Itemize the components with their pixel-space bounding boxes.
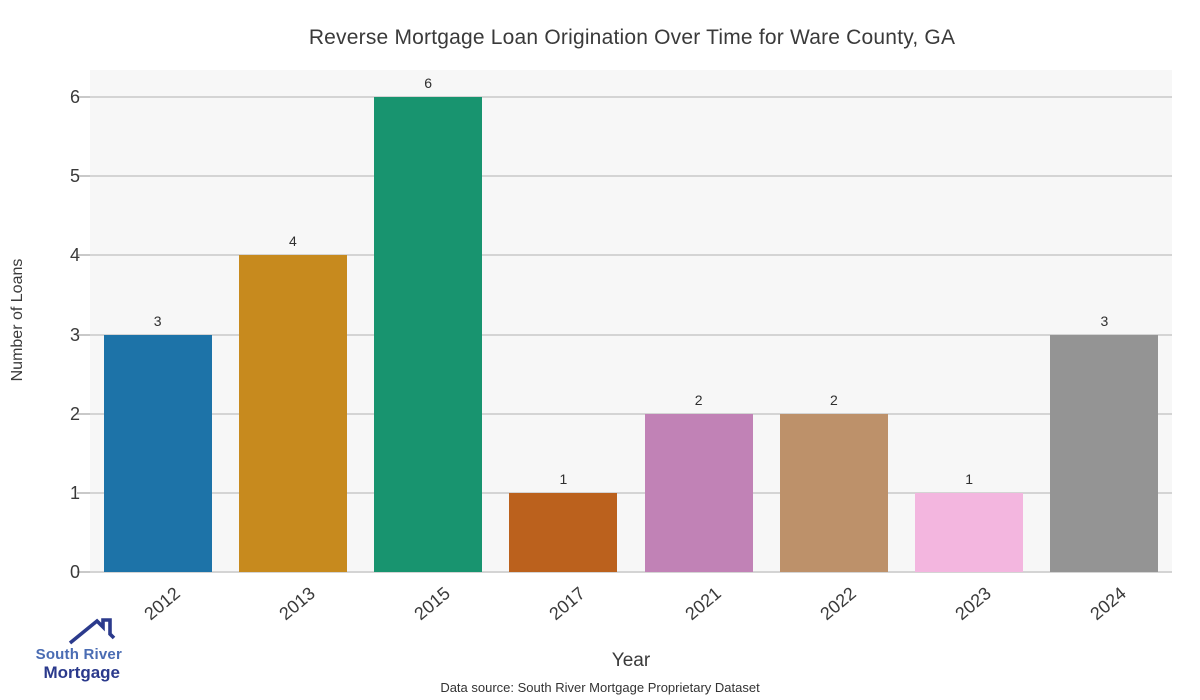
gridline-y2 xyxy=(90,412,1172,415)
gridline-y6 xyxy=(90,96,1172,99)
bar-group-2024: 3 xyxy=(1037,70,1172,572)
bar-2013 xyxy=(238,255,347,572)
bar-2012 xyxy=(103,334,212,572)
data-source-note: Data source: South River Mortgage Propri… xyxy=(440,680,760,695)
y-tickmark-5 xyxy=(77,175,90,178)
gridline-y0 xyxy=(90,571,1172,573)
y-tickmark-6 xyxy=(77,96,90,99)
bar-value-label-2022: 2 xyxy=(829,391,838,408)
y-tick-label-2: 2 xyxy=(69,403,80,424)
y-tickmark-2 xyxy=(77,412,90,415)
bars-layer: 3 4 6 1 2 2 1 3 xyxy=(90,70,1172,572)
bar-group-2022: 2 xyxy=(766,70,901,572)
bar-group-2012: 3 xyxy=(90,70,225,572)
logo-line1: South River xyxy=(35,646,122,663)
plot-area: 3 4 6 1 2 2 1 3 xyxy=(77,70,1172,573)
bar-value-label-2021: 2 xyxy=(694,391,703,408)
chart-title: Reverse Mortgage Loan Origination Over T… xyxy=(308,26,956,49)
bar-2022 xyxy=(779,413,888,572)
bar-value-label-2024: 3 xyxy=(1100,312,1109,329)
bar-2021 xyxy=(644,413,753,572)
y-tick-label-5: 5 xyxy=(69,166,80,187)
gridline-y3 xyxy=(90,333,1172,336)
bar-group-2013: 4 xyxy=(225,70,360,572)
y-tick-label-4: 4 xyxy=(69,245,80,266)
bar-value-label-2017: 1 xyxy=(559,470,568,487)
y-tick-label-0: 0 xyxy=(69,562,80,582)
bar-group-2015: 6 xyxy=(361,70,496,572)
y-tick-label-6: 6 xyxy=(69,87,80,108)
y-tickmark-4 xyxy=(77,254,90,257)
bar-value-label-2015: 6 xyxy=(424,75,433,92)
house-roof-icon xyxy=(68,618,116,645)
gridline-y5 xyxy=(90,175,1172,178)
y-tickmark-0 xyxy=(77,571,90,573)
y-tick-label-3: 3 xyxy=(69,324,80,345)
bar-2017 xyxy=(509,492,618,572)
bar-2015 xyxy=(374,97,483,572)
y-tickmark-1 xyxy=(77,491,90,494)
bar-group-2017: 1 xyxy=(496,70,631,572)
x-axis-label: Year xyxy=(611,650,651,671)
bar-value-label-2012: 3 xyxy=(153,312,162,329)
y-tickmark-3 xyxy=(77,333,90,336)
company-logo: South River Mortgage xyxy=(22,618,122,683)
bar-2023 xyxy=(915,492,1024,572)
bar-2024 xyxy=(1050,334,1159,572)
bar-value-label-2013: 4 xyxy=(288,233,297,250)
gridline-y1 xyxy=(90,491,1172,494)
bar-group-2023: 1 xyxy=(902,70,1037,572)
gridline-y4 xyxy=(90,254,1172,257)
bar-value-label-2023: 1 xyxy=(965,470,974,487)
logo-line2: Mortgage xyxy=(43,663,121,682)
y-tick-label-1: 1 xyxy=(69,482,80,503)
bar-group-2021: 2 xyxy=(631,70,766,572)
